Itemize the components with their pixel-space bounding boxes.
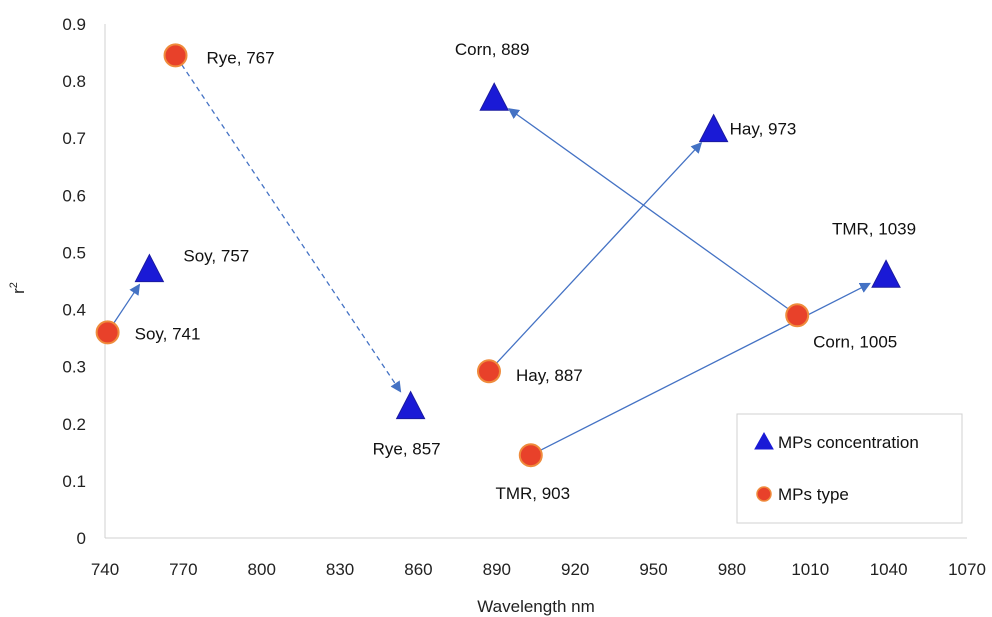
point-labels-layer: Soy, 757 Rye, 857 Corn, 889 Hay, 973 TMR, 10… [135,40,916,503]
point-label: TMR, 903 [495,484,570,503]
x-tick-label: 1070 [948,560,986,579]
triangle-marker [479,82,510,111]
arrow-line [113,283,141,324]
legend-box [736,413,963,524]
point-label: Soy, 741 [135,324,201,343]
x-tick-label: 920 [561,560,589,579]
y-tick-label: 0.3 [62,358,86,377]
point-label: Hay, 887 [516,366,583,385]
y-tick-label: 0.5 [62,243,86,262]
y-tick-label: 0.2 [62,415,86,434]
arrow-line [507,108,789,310]
x-tick-label: 1040 [870,560,908,579]
triangle-marker [395,390,426,420]
x-tick-label: 830 [326,560,354,579]
triangle-marker [134,253,165,283]
arrow-line [495,142,703,364]
point-label: Rye, 857 [373,440,441,459]
y-tick-label: 0.1 [62,472,86,491]
triangle-marker [698,113,729,143]
points-layer [95,43,901,468]
x-tick-label: 980 [718,560,746,579]
arrow-line [540,282,871,451]
point-label: Corn, 889 [455,40,530,59]
legend-label-concentration: MPs concentration [778,433,919,452]
y-tick-label: 0.8 [62,72,86,91]
x-axis-title: Wavelength nm [477,597,594,616]
x-tick-label: 1010 [791,560,829,579]
circle-marker [163,43,188,68]
triangle-marker [871,259,901,288]
y-tick-labels: 0 0.1 0.2 0.3 0.4 0.5 0.6 0.7 0.8 0.9 [62,15,86,548]
arrow-line [181,64,402,393]
legend-label-type: MPs type [778,485,849,504]
y-tick-label: 0.4 [62,301,86,320]
x-tick-label: 770 [169,560,197,579]
x-tick-label: 950 [639,560,667,579]
point-label: Rye, 767 [207,48,275,67]
legend-triangle-icon [754,431,774,450]
y-tick-label: 0.6 [62,186,86,205]
point-label: Hay, 973 [730,120,797,139]
x-tick-label: 890 [483,560,511,579]
y-tick-label: 0.9 [62,15,86,34]
legend-circle-icon [756,486,772,502]
y-axis-title: r2 [8,282,28,294]
y-tick-label: 0 [77,529,86,548]
legend: MPs concentration MPs type [736,413,963,524]
circle-marker [95,320,120,345]
circle-marker [518,443,543,468]
arrows-layer [113,64,871,451]
y-axis: 0 0.1 0.2 0.3 0.4 0.5 0.6 0.7 0.8 0.9 r2 [8,15,106,548]
x-tick-label: 860 [404,560,432,579]
circle-marker [476,359,501,384]
point-label: Soy, 757 [183,247,249,266]
point-label: TMR, 1039 [832,219,916,238]
x-tick-labels: 740 770 800 830 860 890 920 950 980 1010 1040 1070 [91,560,986,579]
x-tick-label: 800 [248,560,276,579]
circle-marker [785,303,810,328]
point-label: Corn, 1005 [813,332,897,351]
x-axis: 740 770 800 830 860 890 920 950 980 1010 1040 1070 … [91,537,986,616]
y-tick-label: 0.7 [62,129,86,148]
x-tick-label: 740 [91,560,119,579]
